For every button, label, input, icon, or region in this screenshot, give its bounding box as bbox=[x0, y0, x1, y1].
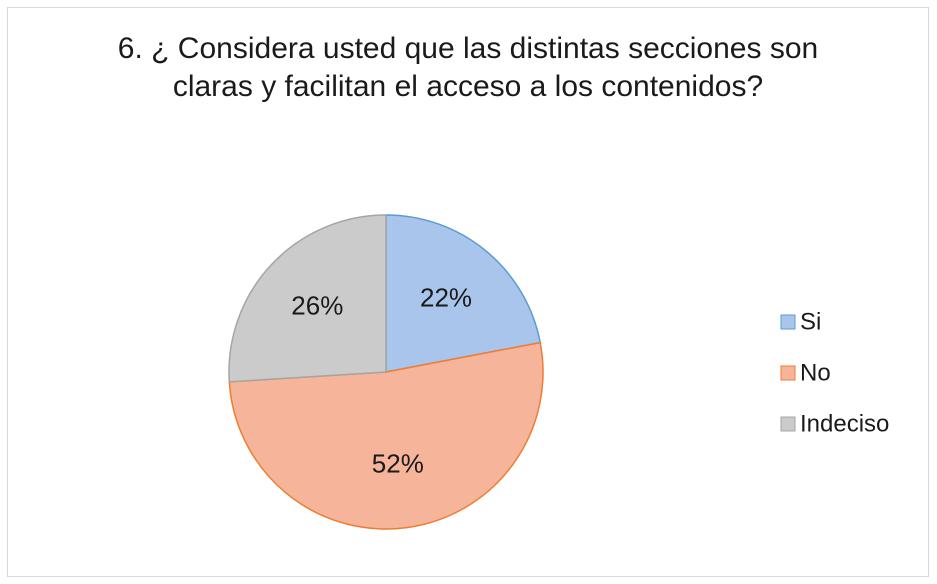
data-label: 26% bbox=[291, 290, 343, 320]
data-label: 22% bbox=[420, 282, 472, 312]
data-label: 52% bbox=[372, 448, 424, 478]
legend-label: Si bbox=[800, 308, 821, 335]
legend-label: No bbox=[800, 359, 831, 386]
legend-swatch bbox=[780, 416, 796, 432]
pie-slice bbox=[385, 214, 542, 373]
chart-title: 6. ¿ Considera usted que las distintas s… bbox=[117, 32, 819, 103]
legend-swatch bbox=[780, 365, 796, 381]
pie-slice bbox=[228, 214, 387, 383]
legend-label: Indeciso bbox=[800, 410, 889, 437]
pie-slice bbox=[228, 341, 544, 530]
legend-swatch bbox=[780, 314, 796, 330]
